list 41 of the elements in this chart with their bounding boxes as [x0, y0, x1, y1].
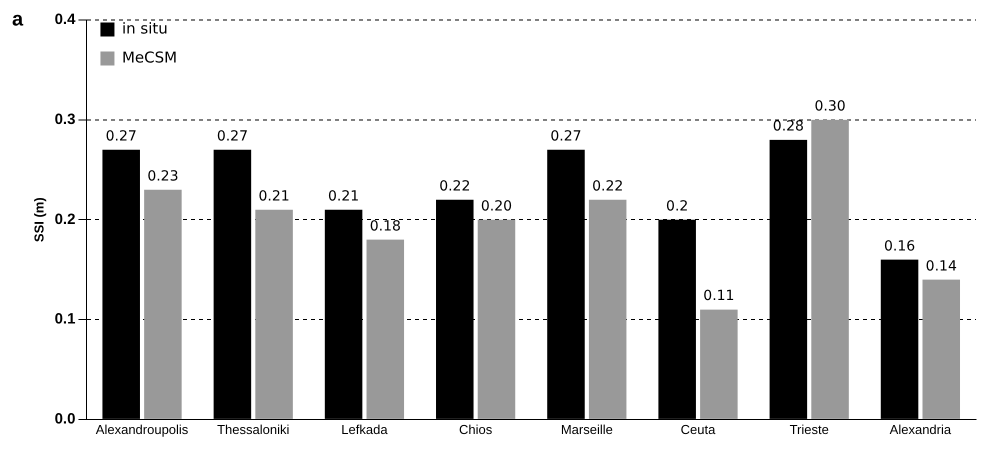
data-label: 0.11 [703, 288, 734, 304]
data-label: 0.16 [884, 238, 916, 254]
data-label: 0.18 [370, 218, 401, 234]
x-tick-label: Ceuta [680, 422, 716, 437]
data-label: 0.28 [772, 118, 804, 134]
y-tick-label: 0.0 [54, 410, 76, 428]
data-label: 0.30 [814, 98, 846, 114]
bar [255, 210, 293, 419]
legend-label: in situ [122, 19, 168, 38]
text: a [12, 8, 24, 31]
bar [811, 120, 849, 419]
data-label: 0.23 [147, 168, 178, 184]
bar [588, 200, 626, 419]
x-tick-label: Thessaloniki [217, 422, 290, 437]
data-label: 0.22 [592, 178, 624, 194]
x-tick-label: Alexandria [890, 422, 952, 437]
bar [478, 220, 516, 419]
data-label: 0.27 [550, 128, 582, 144]
y-axis-title: SSI (m) [31, 197, 46, 242]
y-tick-label: 0.1 [54, 310, 76, 328]
legend-label: MeCSM [122, 48, 178, 66]
bar [366, 240, 404, 419]
bar [700, 310, 738, 419]
bar [922, 280, 960, 419]
data-label: 0.20 [480, 198, 512, 214]
data-label: 0.14 [926, 258, 957, 274]
y-tick-label: 0.4 [54, 11, 76, 28]
x-tick-label: Alexandroupolis [96, 422, 189, 437]
data-label: 0.2 [666, 198, 688, 214]
bar [144, 190, 182, 419]
data-label: 0.22 [439, 178, 470, 194]
x-tick-label: Marseille [560, 422, 613, 437]
y-tick-label: 0.3 [54, 110, 76, 128]
x-tick-label: Lefkada [341, 422, 388, 437]
x-tick-label: Chios [459, 422, 493, 437]
x-tick-label: Trieste [790, 422, 829, 437]
data-label: 0.21 [328, 188, 360, 204]
data-label: 0.27 [106, 128, 137, 144]
data-label: 0.27 [216, 128, 248, 144]
y-tick-label: 0.2 [54, 210, 76, 228]
data-label: 0.21 [258, 188, 290, 204]
